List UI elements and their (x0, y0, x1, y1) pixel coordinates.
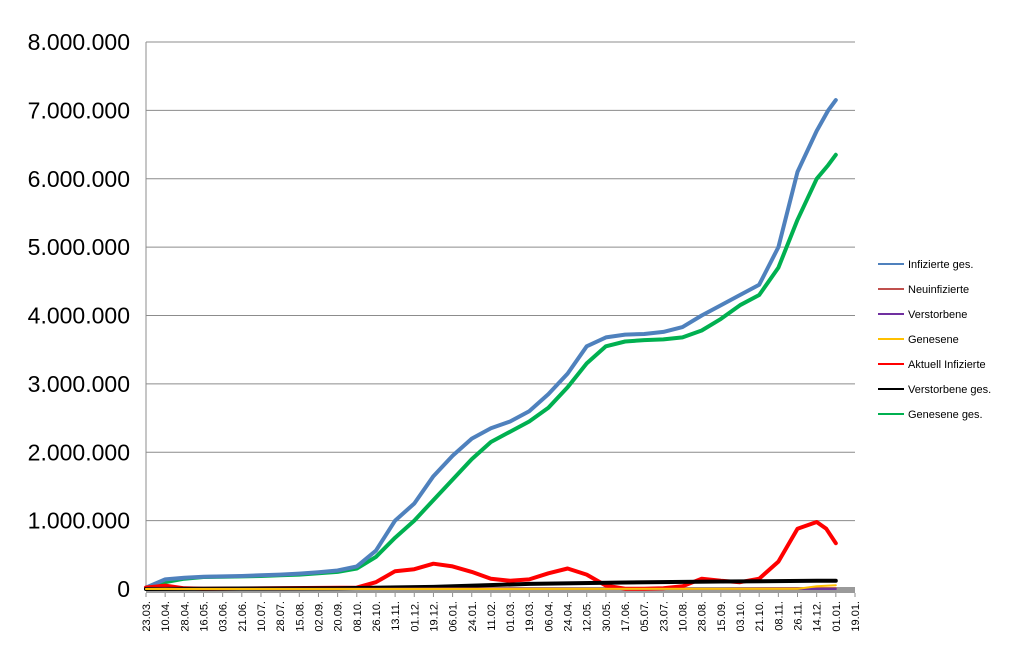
x-tick-label: 15.08. (294, 601, 306, 632)
legend-label: Verstorbene (908, 309, 967, 321)
x-tick-label: 06.04. (543, 601, 555, 632)
x-axis-ticks: 23.03. 10.04. 28.04. 16.05. 03.06. 21.06. 10.0… (141, 593, 862, 632)
x-tick-label: 02.09. (313, 601, 325, 632)
x-tick-label: 28.07. (275, 601, 287, 632)
x-tick-label: 17.06. (620, 601, 632, 632)
series-line-3 (145, 584, 837, 590)
x-tick-label: 24.04. (563, 601, 575, 632)
x-tick-label: 16.05. (198, 601, 210, 632)
y-tick-label: 2.000.000 (28, 439, 130, 465)
x-tick-label: 28.08. (697, 601, 709, 632)
x-tick-label: 21.10. (754, 601, 766, 632)
x-tick-label: 26.11. (793, 601, 805, 631)
x-tick-label: 08.10. (352, 601, 364, 632)
legend-label: Genesene (908, 334, 959, 346)
x-tick-label: 01.12. (409, 601, 421, 632)
x-tick-label: 30.05. (601, 601, 613, 632)
series-line-6 (144, 152, 838, 591)
x-tick-label: 12.05. (582, 601, 594, 632)
legend-label: Verstorbene ges. (908, 384, 991, 396)
x-tick-label: 14.12. (812, 601, 824, 632)
x-tick-label: 08.11. (773, 601, 785, 631)
x-tick-label: 15.09. (716, 601, 728, 632)
x-tick-label: 23.07. (658, 601, 670, 632)
x-tick-label: 19.01. (850, 601, 862, 632)
legend-label: Genesene ges. (908, 409, 983, 421)
x-tick-label: 10.08. (678, 601, 690, 632)
x-tick-label: 26.10. (371, 601, 383, 632)
x-tick-label: 13.11. (390, 601, 402, 631)
legend-label: Aktuell Infizierte (908, 359, 986, 371)
x-tick-label: 20.09. (333, 601, 345, 632)
x-tick-label: 11.02. (486, 601, 498, 631)
y-tick-label: 1.000.000 (28, 508, 130, 534)
y-tick-label: 7.000.000 (28, 97, 130, 123)
x-tick-label: 21.06. (237, 601, 249, 632)
legend-label: Neuinfizierte (908, 284, 969, 296)
y-tick-label: 6.000.000 (28, 166, 130, 192)
y-axis-ticks: 0 1.000.000 2.000.000 3.000.000 4.000.000 5.0… (28, 29, 130, 602)
legend: Infizierte ges. Neuinfizierte Verstorbene G… (878, 259, 991, 421)
x-tick-label: 23.03. (141, 601, 153, 632)
series-line-4 (144, 520, 838, 591)
y-tick-label: 4.000.000 (28, 303, 130, 329)
x-tick-label: 06.01. (448, 601, 460, 632)
gridlines (145, 41, 855, 593)
x-tick-label: 03.06. (218, 601, 230, 632)
x-tick-label: 10.07. (256, 601, 268, 632)
series-lines (144, 98, 838, 591)
x-tick-label: 03.10. (735, 601, 747, 632)
x-tick-label: 01.01. (831, 601, 843, 632)
y-tick-label: 5.000.000 (28, 234, 130, 260)
y-tick-label: 3.000.000 (28, 371, 130, 397)
series-line-0 (144, 98, 838, 590)
x-tick-label: 10.04. (160, 601, 172, 632)
y-tick-label: 0 (117, 576, 130, 602)
x-tick-label: 19.12. (428, 601, 440, 632)
x-tick-label: 28.04. (179, 601, 191, 632)
x-tick-label: 24.01. (467, 601, 479, 632)
legend-label: Infizierte ges. (908, 259, 973, 271)
x-tick-label: 05.07. (639, 601, 651, 632)
y-tick-label: 8.000.000 (28, 29, 130, 55)
x-tick-label: 01.03. (505, 601, 517, 632)
x-tick-label: 19.03. (524, 601, 536, 632)
